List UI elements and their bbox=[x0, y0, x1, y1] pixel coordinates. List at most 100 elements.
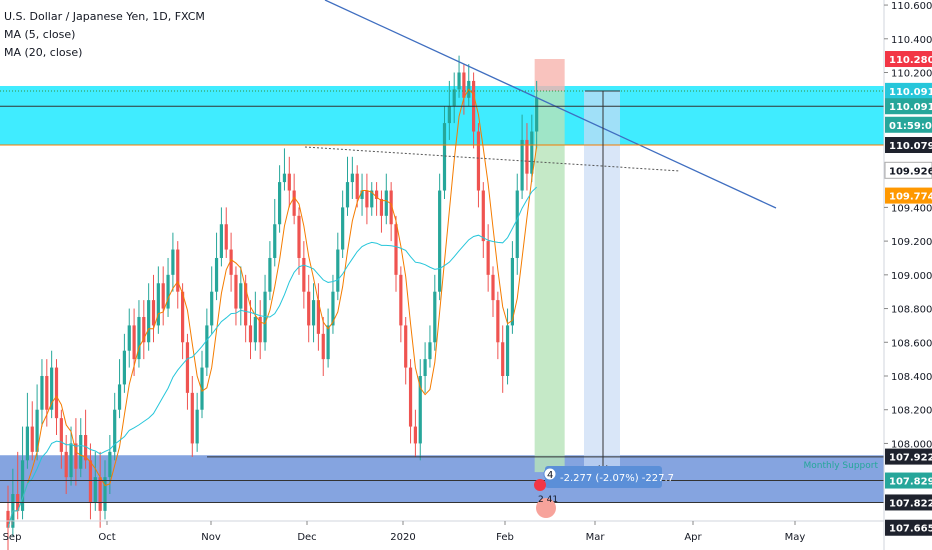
candle-body bbox=[302, 257, 306, 292]
y-tick-label: 108.800 bbox=[891, 305, 932, 316]
price-tag bbox=[885, 472, 932, 489]
candle-body bbox=[6, 510, 10, 528]
x-tick-label: 2020 bbox=[390, 532, 415, 543]
candle-body bbox=[156, 283, 160, 326]
price-tag bbox=[885, 448, 932, 465]
candle-body bbox=[40, 375, 44, 410]
candle-body bbox=[365, 190, 369, 208]
candle-body bbox=[253, 316, 257, 343]
candle-body bbox=[520, 139, 524, 191]
candle-body bbox=[50, 367, 54, 410]
moving-averages bbox=[7, 88, 538, 528]
symbol-title[interactable]: U.S. Dollar / Japanese Yen, 1D, FXCM bbox=[4, 10, 205, 23]
candle-body bbox=[423, 359, 427, 376]
candle-body bbox=[108, 451, 112, 478]
candle-body bbox=[88, 460, 93, 503]
candle-body bbox=[341, 207, 345, 250]
candle-body bbox=[370, 190, 374, 208]
candle-body bbox=[98, 477, 102, 511]
ma5-legend[interactable]: MA (5, close) bbox=[4, 28, 76, 41]
measure-label-box bbox=[545, 466, 662, 488]
x-tick-label: May bbox=[785, 532, 806, 543]
candle-body bbox=[64, 451, 68, 478]
x-tick-label: Nov bbox=[201, 532, 221, 543]
candle-body bbox=[132, 325, 136, 360]
candle-body bbox=[171, 249, 175, 275]
price-tag-label: 107.665 bbox=[889, 524, 932, 535]
x-tick-label: Oct bbox=[98, 532, 115, 543]
candle-body bbox=[45, 375, 49, 410]
price-tag-label: 107.922 bbox=[889, 453, 932, 464]
candle-body bbox=[447, 106, 451, 124]
x-tick-label: Feb bbox=[496, 532, 514, 543]
candle-body bbox=[486, 241, 490, 275]
candle-body bbox=[181, 291, 185, 343]
drawings: Monthly Support -2.277 (-2.07%) -227.7 4 2 … bbox=[0, 0, 884, 518]
y-tick-label: 110.200 bbox=[891, 69, 932, 80]
candle-body bbox=[214, 257, 219, 292]
candle-body bbox=[79, 435, 83, 469]
x-tick-label: Apr bbox=[684, 532, 702, 543]
price-tag bbox=[885, 137, 932, 154]
price-tag-label: 110.280 bbox=[889, 55, 932, 66]
price-tag-label: 107.822 bbox=[889, 498, 932, 509]
price-tag-label: 107.829 bbox=[889, 477, 932, 488]
candle-body bbox=[476, 131, 481, 191]
candle-body bbox=[142, 316, 146, 343]
ma20-line bbox=[7, 186, 537, 528]
candle-body bbox=[505, 325, 510, 376]
monthly-support-label: Monthly Support bbox=[804, 461, 879, 471]
time-axis[interactable]: Sep Oct Nov Dec 2020 Feb Mar Apr May bbox=[0, 520, 884, 543]
price-tag bbox=[885, 519, 932, 536]
candle-body bbox=[360, 190, 364, 199]
price-tag bbox=[885, 494, 932, 511]
candle-body bbox=[418, 375, 422, 444]
candle-body bbox=[59, 418, 63, 452]
candle-body bbox=[258, 316, 262, 343]
y-tick-label: 109.200 bbox=[891, 237, 932, 248]
candle-body bbox=[408, 367, 413, 427]
y-tick-label: 109.000 bbox=[891, 271, 932, 282]
candle-body bbox=[224, 224, 228, 250]
price-tag-label: 109.774 bbox=[889, 192, 932, 203]
chart-legend: U.S. Dollar / Japanese Yen, 1D, FXCM MA … bbox=[4, 8, 205, 62]
candle-body bbox=[25, 426, 29, 461]
candle-body bbox=[103, 477, 107, 511]
candle-body bbox=[176, 249, 180, 292]
candle-body bbox=[491, 274, 495, 301]
price-axis[interactable]: 108.000 108.200 108.400 108.600 108.800 109.0… bbox=[883, 0, 932, 550]
candle-body bbox=[137, 316, 141, 360]
candle-body bbox=[515, 190, 519, 258]
dotted-trendline bbox=[304, 146, 681, 172]
candle-body bbox=[384, 190, 388, 216]
candle-body bbox=[185, 342, 190, 393]
candle-body bbox=[273, 224, 277, 258]
x-tick-label: Mar bbox=[586, 532, 606, 543]
candle-body bbox=[113, 409, 117, 452]
candle-body bbox=[147, 300, 151, 343]
candle-body bbox=[452, 89, 456, 107]
candle-body bbox=[268, 257, 272, 292]
support-zone bbox=[0, 455, 884, 503]
candle-body bbox=[292, 190, 296, 216]
candle-body bbox=[379, 198, 384, 216]
candle-body bbox=[496, 300, 500, 343]
y-tick-label: 108.600 bbox=[891, 338, 932, 349]
candle-body bbox=[248, 325, 253, 343]
candle-body bbox=[30, 426, 34, 452]
event-icon bbox=[534, 479, 546, 491]
candle-body bbox=[442, 123, 447, 191]
price-tag bbox=[885, 51, 932, 68]
ma20-legend[interactable]: MA (20, close) bbox=[4, 46, 83, 59]
candle-body bbox=[234, 274, 238, 309]
candle-body bbox=[438, 190, 442, 292]
y-tick-label: 108.400 bbox=[891, 372, 932, 383]
candle-body bbox=[331, 291, 335, 326]
y-tick-label: 110.600 bbox=[891, 1, 932, 12]
candle-body bbox=[93, 477, 97, 503]
candle-body bbox=[20, 460, 25, 511]
price-tag-label: 110.079 bbox=[889, 141, 932, 152]
candle-body bbox=[287, 173, 291, 191]
candle-body bbox=[151, 300, 156, 326]
